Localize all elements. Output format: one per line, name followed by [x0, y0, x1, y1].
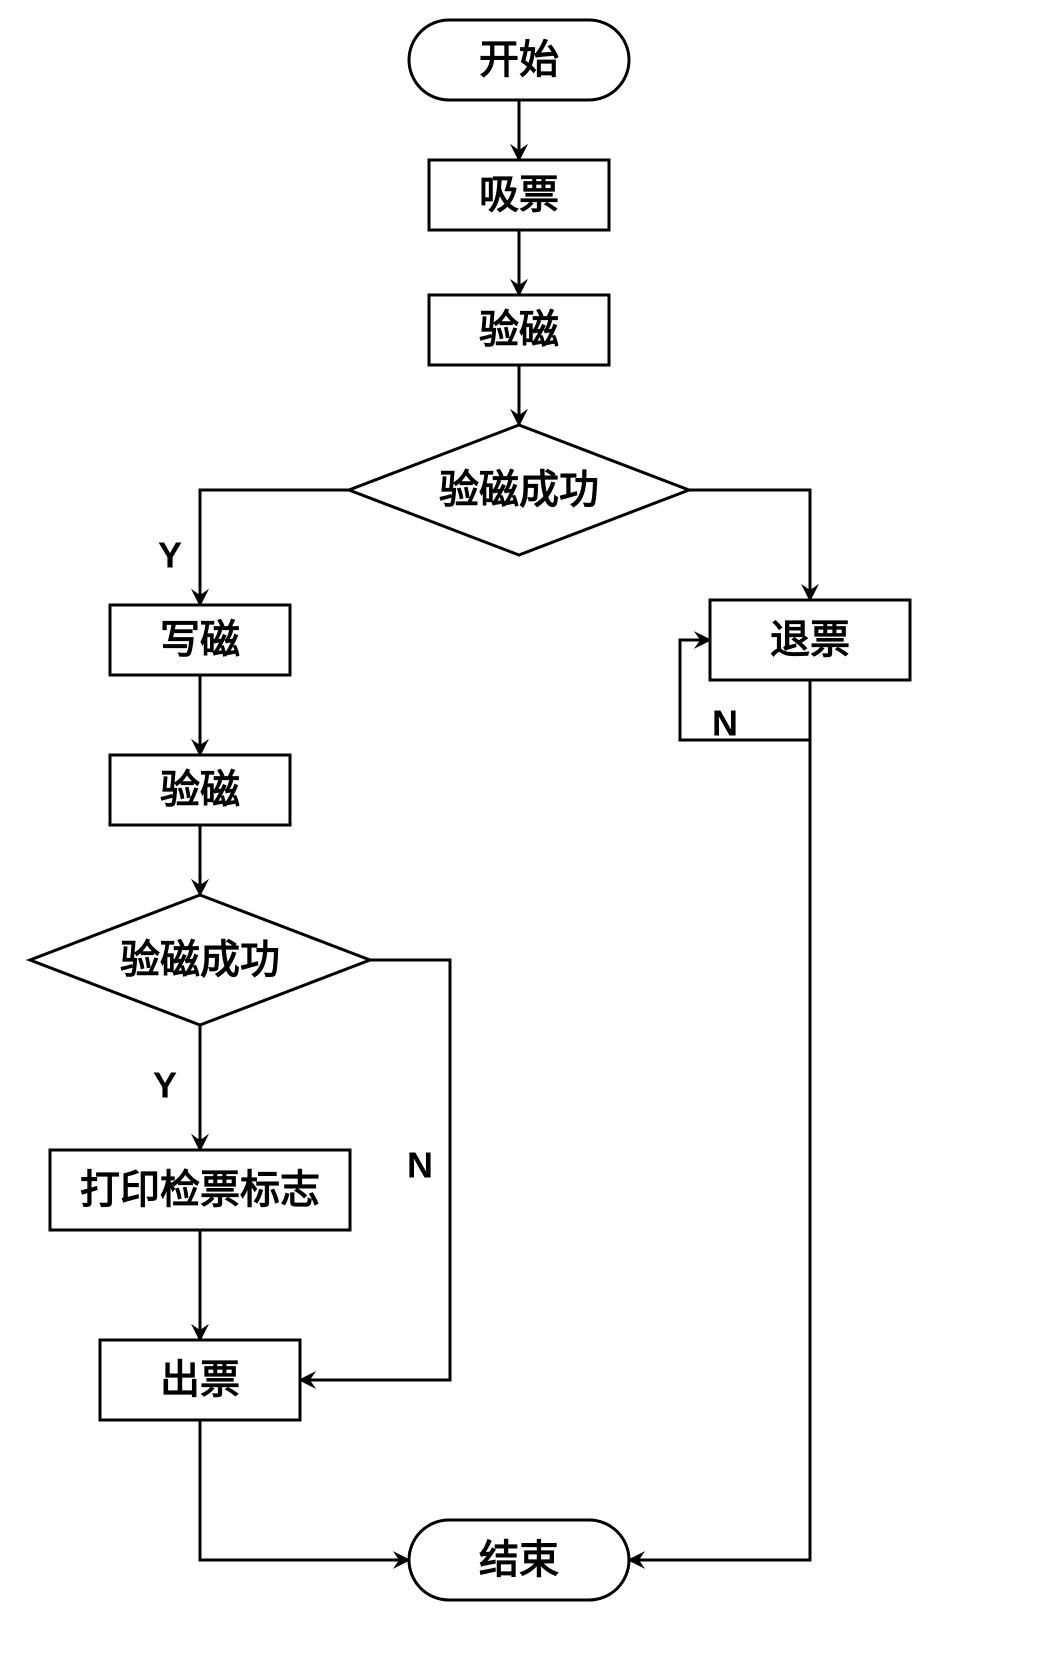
node-label: 吸票: [479, 173, 559, 217]
edge: [629, 680, 810, 1560]
node-label: 退票: [770, 618, 850, 662]
node-n1: 吸票: [429, 160, 609, 230]
node-label: 验磁: [160, 768, 240, 812]
nodes: 开始吸票验磁验磁成功退票写磁验磁验磁成功打印检票标志出票结束: [30, 20, 910, 1600]
edge-label: Y: [153, 1065, 177, 1106]
edge: [689, 490, 810, 600]
node-label: 验磁成功: [439, 468, 599, 512]
edge: [200, 1420, 409, 1560]
node-label: 出票: [160, 1358, 240, 1402]
edge: [200, 490, 349, 605]
node-label: 结束: [479, 1538, 559, 1582]
node-n4: 验磁: [110, 755, 290, 825]
node-n2: 验磁: [429, 295, 609, 365]
node-end: 结束: [409, 1520, 629, 1600]
node-n3: 写磁: [110, 605, 290, 675]
edge-label: Y: [158, 535, 182, 576]
node-refund: 退票: [710, 600, 910, 680]
node-n6: 出票: [100, 1340, 300, 1420]
node-d2: 验磁成功: [30, 895, 370, 1025]
node-label: 打印检票标志: [80, 1168, 320, 1212]
flowchart: YNYN开始吸票验磁验磁成功退票写磁验磁验磁成功打印检票标志出票结束: [0, 0, 1038, 1656]
node-start: 开始: [409, 20, 629, 100]
edge-label: N: [407, 1145, 433, 1186]
node-label: 验磁成功: [120, 938, 280, 982]
node-n5: 打印检票标志: [50, 1150, 350, 1230]
node-d1: 验磁成功: [349, 425, 689, 555]
node-label: 开始: [479, 38, 559, 82]
node-label: 验磁: [479, 308, 559, 352]
edge-label: N: [712, 703, 738, 744]
node-label: 写磁: [160, 618, 240, 662]
